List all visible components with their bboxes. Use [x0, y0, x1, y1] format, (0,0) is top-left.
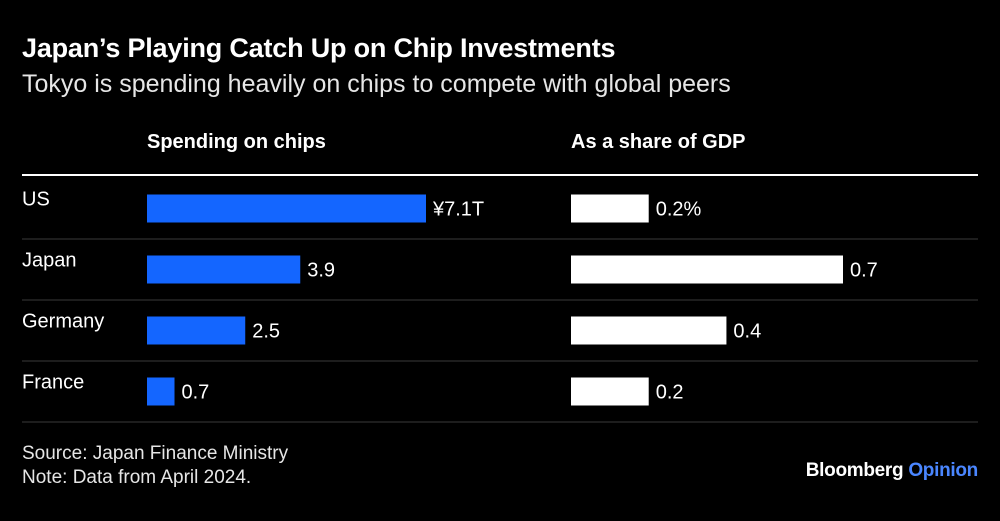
spending-value-japan: 3.9 — [307, 260, 335, 282]
row-label-germany: Germany — [22, 311, 104, 333]
bloomberg-opinion-logo: Bloomberg Opinion — [805, 460, 979, 482]
row-label-us: US — [22, 189, 50, 211]
gdp-share-bar-japan — [571, 255, 843, 284]
spending-bar-us — [147, 194, 426, 223]
spending-value-us: ¥7.1T — [432, 199, 484, 221]
row-label-france: France — [22, 372, 84, 394]
brand-suffix: Opinion — [908, 460, 978, 481]
spending-column-header: Spending on chips — [147, 131, 326, 153]
spending-value-france: 0.7 — [182, 382, 210, 404]
brand-name: Bloomberg — [805, 460, 904, 481]
footer-notes: Source: Japan Finance Ministry Note: Dat… — [22, 442, 288, 490]
gdp-share-bar-france — [571, 377, 649, 406]
gdp-share-column-header: As a share of GDP — [571, 131, 746, 153]
gdp-share-value-germany: 0.4 — [733, 321, 761, 343]
gdp-share-bar-germany — [571, 316, 727, 345]
spending-bar-germany — [147, 316, 246, 345]
spending-bar-japan — [147, 255, 301, 284]
spending-bar-france — [147, 377, 175, 406]
spending-value-germany: 2.5 — [252, 321, 280, 343]
chart-title: Japan’s Playing Catch Up on Chip Investm… — [22, 33, 616, 63]
gdp-share-value-japan: 0.7 — [850, 260, 878, 282]
row-label-japan: Japan — [22, 250, 77, 272]
source-note: Source: Japan Finance Ministry — [22, 443, 289, 464]
gdp-share-value-us: 0.2% — [656, 199, 702, 221]
gdp-share-bar-us — [571, 194, 649, 223]
data-note: Note: Data from April 2024. — [22, 467, 252, 488]
gdp-share-value-france: 0.2 — [656, 382, 684, 404]
chart-subtitle: Tokyo is spending heavily on chips to co… — [22, 70, 731, 98]
